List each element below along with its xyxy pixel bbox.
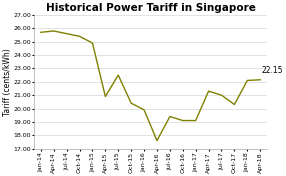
Y-axis label: Tariff (cents/kWh): Tariff (cents/kWh) xyxy=(3,48,12,116)
Text: 22.15: 22.15 xyxy=(261,66,283,75)
Title: Historical Power Tariff in Singapore: Historical Power Tariff in Singapore xyxy=(45,3,255,13)
